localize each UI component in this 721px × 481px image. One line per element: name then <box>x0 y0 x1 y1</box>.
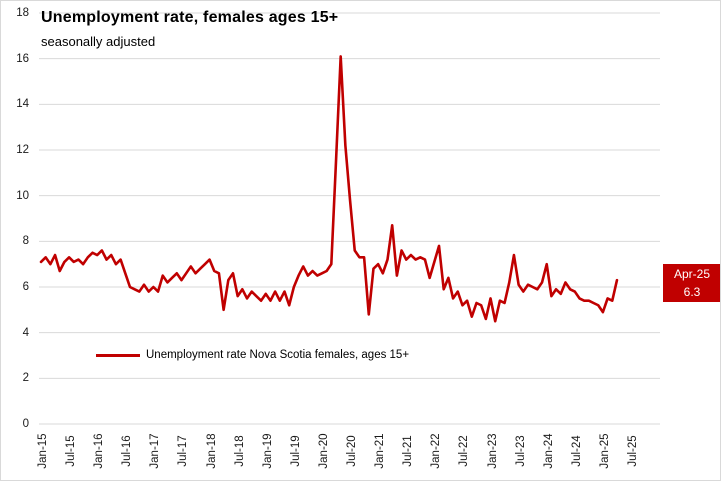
x-axis-tick-label: Jan-25 <box>598 433 611 469</box>
x-axis-tick-label: Jul-21 <box>402 435 415 467</box>
unemployment-rate-line <box>39 55 619 323</box>
y-axis-tick-label: 8 <box>22 235 29 248</box>
x-axis-tick-label: Jan-19 <box>261 433 274 469</box>
y-axis-tick-label: 0 <box>22 418 29 430</box>
legend: Unemployment rate Nova Scotia females, a… <box>96 349 409 361</box>
legend-label: Unemployment rate Nova Scotia females, a… <box>146 349 410 361</box>
last-point-callout: Apr-25 6.3 <box>663 264 720 302</box>
x-axis-tick-label: Jan-20 <box>317 433 330 469</box>
x-axis-tick-label: Jan-23 <box>486 433 499 469</box>
y-axis-tick-label: 14 <box>16 98 29 111</box>
y-axis-tick-label: 2 <box>22 372 29 385</box>
callout-date: Apr-25 <box>673 267 711 281</box>
y-axis-tick-label: 16 <box>16 52 29 65</box>
x-axis-tick-label: Jan-17 <box>149 433 162 469</box>
x-axis-tick-label: Jul-15 <box>65 435 78 467</box>
chart-title: Unemployment rate, females ages 15+ <box>41 9 339 26</box>
x-axis-tick-label: Jan-21 <box>374 433 387 469</box>
x-axis-tick-label: Jan-22 <box>430 433 443 469</box>
y-axis-tick-label: 10 <box>16 189 29 202</box>
x-axis-tick-label: Jan-15 <box>37 433 49 469</box>
x-axis-tick-label: Jul-18 <box>233 435 246 467</box>
y-axis-tick-label: 18 <box>16 7 29 19</box>
x-axis-tick-label: Jul-24 <box>570 435 583 467</box>
x-axis-tick-label: Jul-17 <box>177 435 190 467</box>
x-axis-tick-label: Jan-16 <box>93 433 106 469</box>
x-axis-tick-label: Jul-20 <box>346 435 359 467</box>
x-axis-tick-label: Jan-18 <box>205 433 218 469</box>
x-axis-tick-label: Jul-22 <box>458 435 471 467</box>
legend-line-swatch <box>96 353 140 357</box>
chart-subtitle: seasonally adjusted <box>41 34 156 49</box>
y-axis-tick-label: 4 <box>22 326 29 339</box>
y-axis-tick-label: 12 <box>16 144 29 156</box>
x-axis-tick-label: Jan-24 <box>542 433 555 469</box>
x-axis-tick-label: Jul-16 <box>121 435 134 467</box>
callout-value: 6.3 <box>683 285 701 299</box>
x-axis-tick-label: Jul-25 <box>627 435 639 467</box>
x-axis-tick-label: Jul-23 <box>514 435 527 467</box>
x-axis-tick-label: Jul-19 <box>289 435 302 467</box>
y-axis-tick-label: 6 <box>22 281 29 293</box>
